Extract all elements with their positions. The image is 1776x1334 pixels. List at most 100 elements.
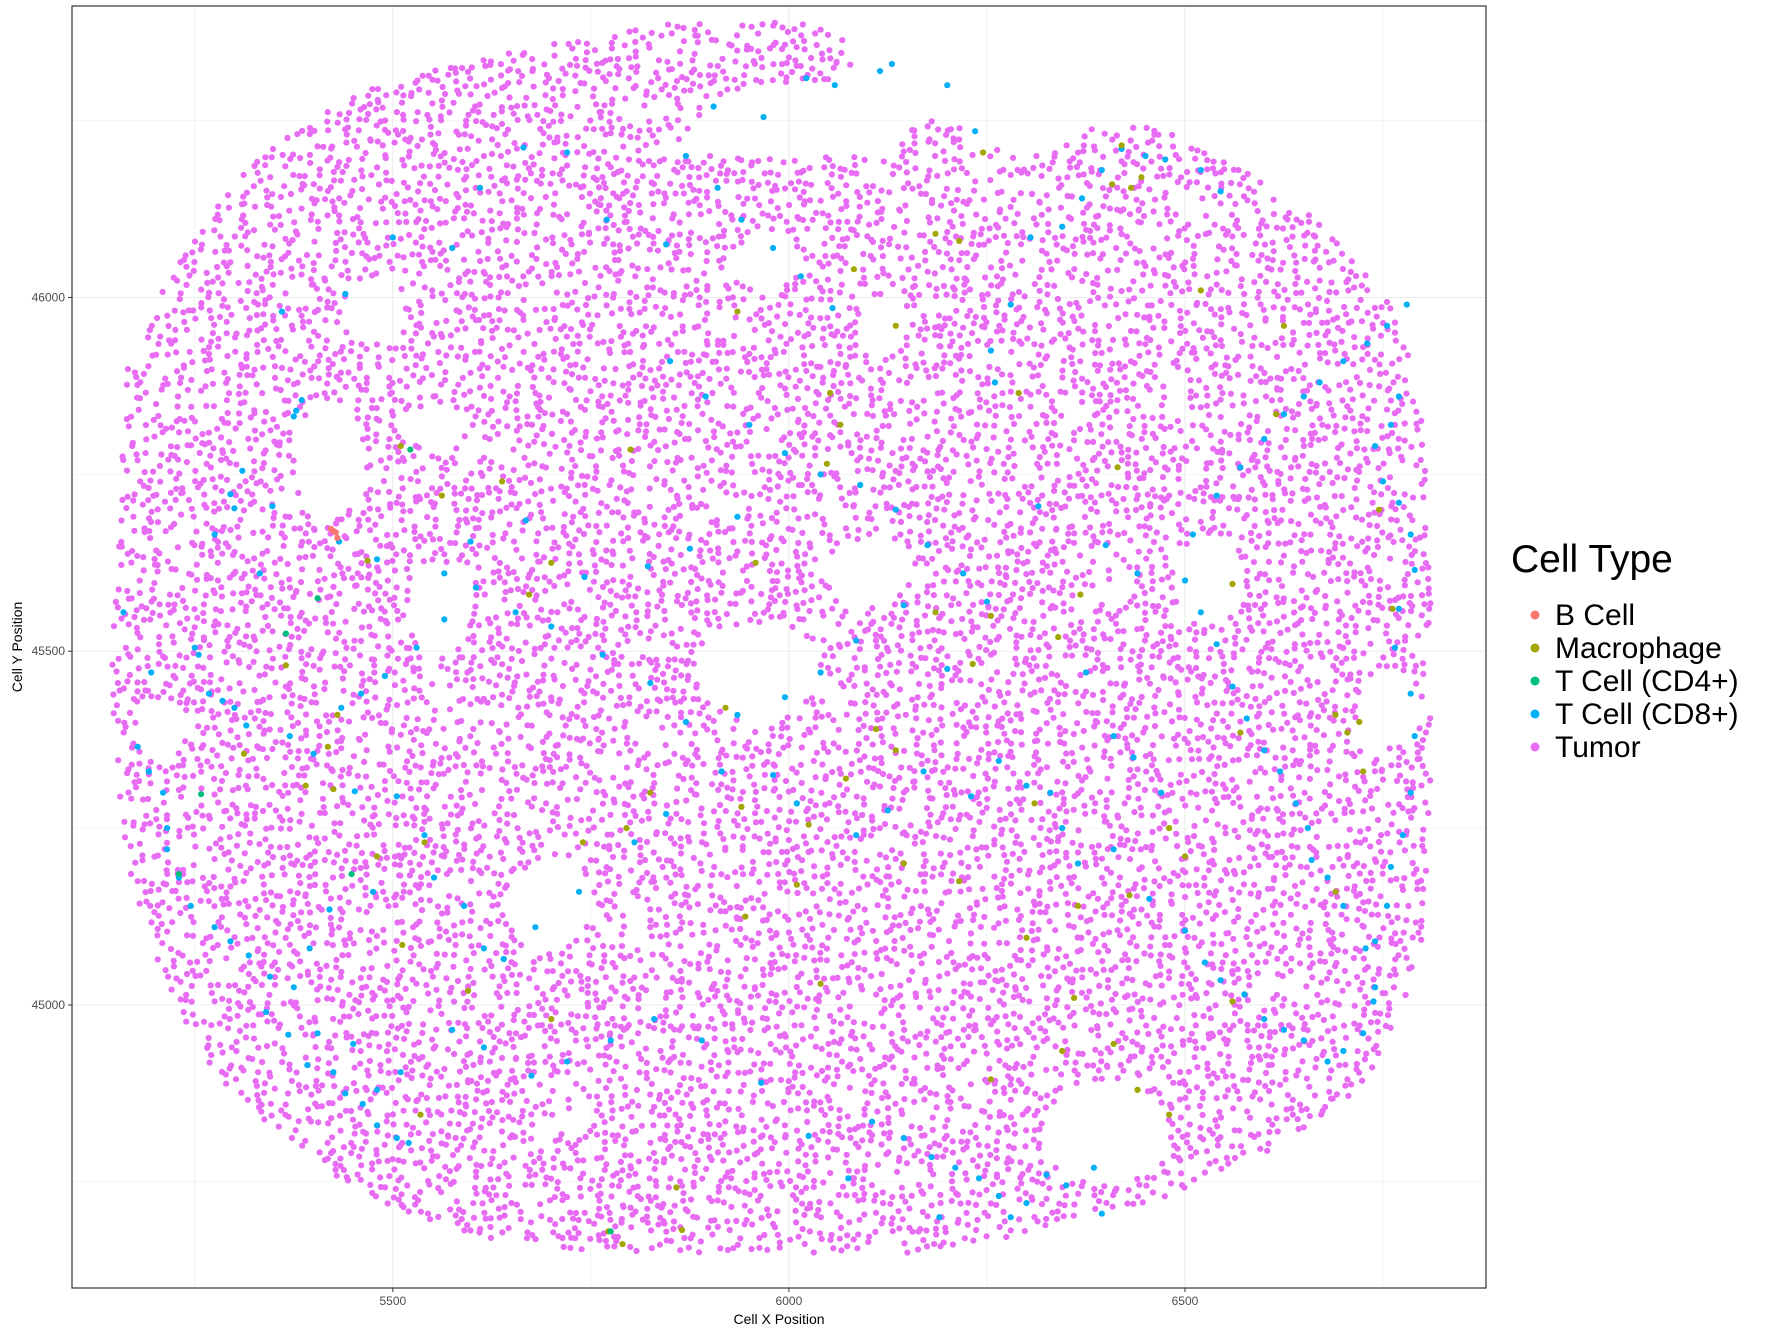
tumor-point	[917, 1124, 924, 1132]
tumor-point	[716, 801, 724, 809]
tumor-point	[409, 976, 416, 983]
tumor-point	[1243, 934, 1250, 941]
tumor-point	[1184, 933, 1191, 941]
tumor-point	[477, 1074, 485, 1081]
tumor-point	[663, 1013, 670, 1020]
tumor-point	[1017, 1041, 1024, 1048]
tumor-point	[1179, 1133, 1186, 1140]
tumor-point	[494, 901, 501, 908]
tumor-point	[611, 903, 618, 910]
tumor-point	[505, 758, 512, 765]
tumor-point	[799, 1225, 806, 1233]
tumor-point	[661, 1131, 668, 1138]
tumor-point	[628, 831, 635, 838]
tumor-point	[1240, 881, 1247, 888]
tumor-point	[367, 1096, 374, 1103]
tumor-point	[827, 1200, 834, 1207]
tumor-point	[532, 1103, 539, 1110]
tumor-point	[1064, 975, 1071, 982]
tumor-point	[282, 934, 289, 942]
tumor-point	[457, 787, 465, 794]
tumor-point	[1204, 1060, 1211, 1067]
tumor-point	[676, 1115, 683, 1123]
tumor-point	[754, 1197, 762, 1204]
tumor-point	[1388, 762, 1395, 769]
tumor-point	[1345, 796, 1352, 804]
tumor-point	[424, 1210, 432, 1217]
tumor-point	[801, 880, 808, 887]
tumor-point	[1303, 1075, 1310, 1082]
tumor-point	[633, 886, 640, 894]
tumor-point	[652, 921, 659, 928]
tumor-point	[763, 808, 771, 815]
tumor-point	[565, 1140, 572, 1147]
tumor-point	[1046, 918, 1053, 925]
tumor-point	[306, 851, 314, 858]
tumor-point	[295, 1118, 302, 1125]
tumor-point	[443, 975, 450, 982]
tumor-point	[529, 1232, 536, 1239]
tumor-point	[330, 859, 337, 866]
tumor-point	[218, 914, 225, 921]
tumor-point	[693, 780, 700, 787]
tumor-point	[669, 1044, 676, 1051]
tumor-point	[488, 1098, 495, 1106]
tumor-point	[261, 1116, 268, 1123]
tumor-point	[469, 908, 476, 915]
tumor-point	[1131, 1053, 1138, 1060]
tumor-point	[836, 900, 844, 907]
tumor-point	[898, 1184, 906, 1191]
tumor-point	[1280, 830, 1287, 837]
tumor-point	[1013, 833, 1021, 840]
tumor-point	[1367, 843, 1374, 850]
tumor-point	[302, 1054, 309, 1061]
tumor-point	[438, 1128, 445, 1135]
tumor-point	[412, 762, 419, 769]
tumor-point	[403, 1009, 410, 1016]
tumor-point	[1055, 984, 1062, 991]
tumor-point	[1134, 766, 1141, 773]
tumor-point	[1201, 882, 1208, 889]
tumor-point	[1095, 1032, 1102, 1039]
tumor-point	[1044, 944, 1051, 951]
tumor-point	[827, 1236, 834, 1243]
tumor-point	[1159, 1160, 1166, 1167]
tumor-point	[692, 1169, 699, 1177]
tumor-point	[1408, 764, 1415, 771]
tumor-point	[627, 977, 634, 985]
tumor-point	[767, 971, 774, 978]
tumor-point	[1368, 805, 1376, 812]
tumor-point	[235, 784, 242, 792]
tumor-point	[1246, 827, 1253, 834]
tumor-point	[1299, 1014, 1306, 1021]
tumor-point	[1019, 996, 1026, 1004]
tumor-point	[1174, 872, 1182, 879]
tumor-point	[384, 1112, 391, 1119]
tumor-point	[1191, 1054, 1198, 1061]
tumor-point	[155, 912, 162, 919]
tumor-point	[879, 1094, 886, 1102]
tumor-point	[1016, 934, 1024, 941]
tumor-point	[1235, 794, 1243, 801]
tumor-point	[399, 1051, 406, 1058]
tumor-point	[587, 857, 594, 864]
tumor-point	[944, 970, 951, 977]
tumor-point	[1134, 1070, 1141, 1077]
tumor-point	[180, 866, 187, 874]
tumor-point	[459, 805, 466, 812]
tumor-point	[1118, 823, 1125, 830]
tumor-point	[664, 1122, 671, 1129]
tumor-point	[136, 900, 143, 907]
tumor-point	[1418, 917, 1425, 924]
tumor-point	[1035, 926, 1042, 933]
tumor-point	[1229, 897, 1236, 904]
tumor-point	[505, 1225, 512, 1232]
tumor-point	[1370, 976, 1377, 983]
tumor-point	[425, 990, 432, 997]
tumor-point	[1273, 862, 1280, 869]
tumor-point	[577, 754, 584, 761]
tumor-point	[488, 962, 495, 970]
tumor-point	[564, 796, 571, 803]
tumor-point	[601, 1052, 608, 1059]
tumor-point	[584, 983, 591, 990]
